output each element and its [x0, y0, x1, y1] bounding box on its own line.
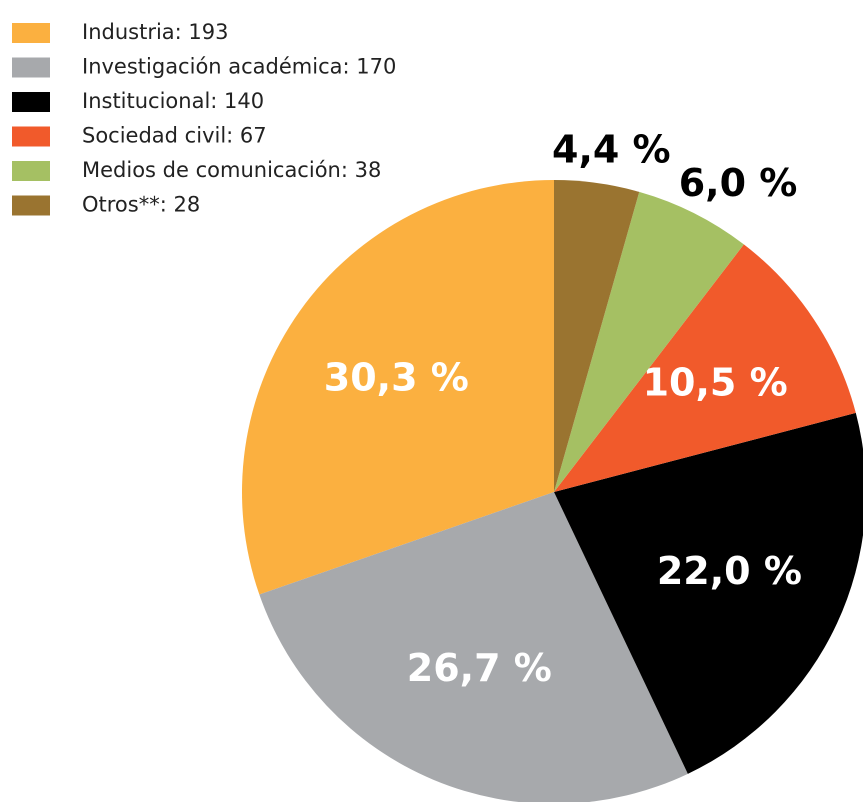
legend-swatch — [12, 126, 50, 147]
legend-swatch — [12, 161, 50, 181]
slice-label: 10,5 % — [643, 360, 788, 404]
legend-label: Sociedad civil: 67 — [82, 124, 267, 148]
legend-label: Institucional: 140 — [82, 89, 264, 113]
pie-slice — [554, 412, 863, 774]
slice-label: 26,7 % — [407, 646, 552, 690]
legend-swatch — [12, 92, 50, 112]
legend-swatch — [12, 57, 50, 78]
pie-slice — [554, 244, 856, 492]
slice-label: 22,0 % — [657, 549, 802, 593]
legend-swatch — [12, 23, 50, 43]
legend-label: Medios de comunicación: 38 — [82, 158, 381, 182]
slice-label: 6,0 % — [679, 161, 798, 205]
legend-label: Industria: 193 — [82, 20, 229, 44]
legend-label: Otros**: 28 — [82, 193, 200, 217]
legend-swatch — [12, 195, 50, 216]
pie-slice — [242, 180, 554, 595]
legend-label: Investigación académica: 170 — [82, 55, 396, 79]
pie-slice — [554, 191, 744, 492]
pie-slice — [554, 180, 640, 492]
pie-slice — [259, 492, 688, 802]
slice-label: 30,3 % — [324, 355, 469, 399]
slice-label: 4,4 % — [552, 128, 671, 172]
